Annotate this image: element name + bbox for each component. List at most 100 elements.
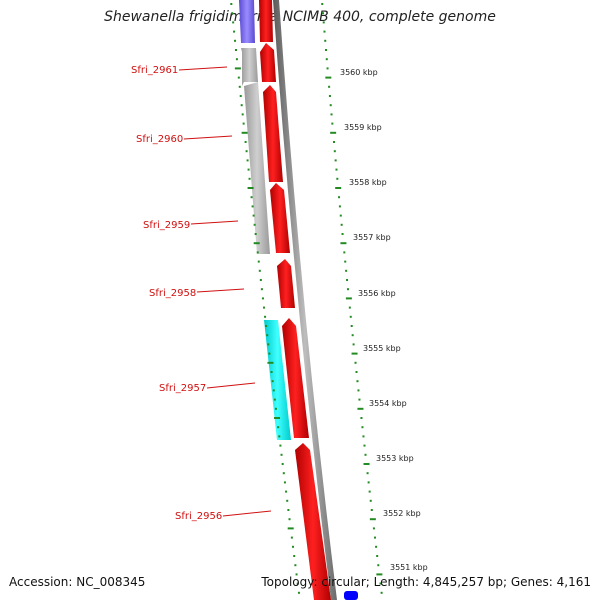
tick-mark [364,453,367,456]
tick-mark [379,582,382,585]
tick-mark [376,555,379,557]
tick-mark [279,444,282,447]
tick-mark [287,527,294,530]
tick-mark [351,352,358,355]
reverse-cds-grey-1 [241,48,258,86]
tick-mark [264,315,267,318]
tick-mark [233,30,236,33]
genome-summary-text: Topology: circular; Length: 4,845,257 bp… [261,575,591,589]
gene-label-sfri-2957: Sfri_2957 [159,383,206,394]
tick-mark [235,58,238,61]
tick-mark [330,131,337,134]
tick-mark [281,463,284,465]
tick-mark [356,380,359,383]
tick-mark [278,435,281,438]
gene-label-sfri-2958: Sfri_2958 [149,288,196,299]
tick-mark [357,407,364,410]
tick-mark [368,490,371,493]
tick-mark [283,481,286,484]
forward-cds-1 [259,0,273,42]
tick-mark [355,371,358,373]
tick-mark [260,288,263,291]
tick-mark [325,58,328,61]
tick-mark [274,417,281,419]
tick-mark [286,499,289,502]
tick-mark [253,242,260,245]
scale-labels: 3560 kbp 3559 kbp 3558 kbp 3557 kbp 3556… [340,68,428,572]
leader-line [183,135,233,140]
tick-mark [325,76,332,79]
scale-label: 3558 kbp [349,178,387,187]
tick-mark [367,481,370,484]
tick-mark [339,214,342,217]
tick-mark [335,187,342,189]
tick-mark [297,591,300,594]
tick-mark [331,122,334,125]
scale-label: 3556 kbp [358,289,396,298]
tick-mark [325,49,328,51]
gene-label-sfri-2956: Sfri_2956 [175,511,222,522]
tick-mark [268,352,271,355]
tick-mark [277,426,280,429]
tick-mark [341,233,344,235]
gene-label-sfri-2959: Sfri_2959 [143,220,190,231]
scale-label: 3553 kbp [376,454,414,463]
tick-mark [370,509,373,511]
reverse-cds-grey-2 [244,82,270,254]
forward-cds-4 [270,183,290,253]
tick-mark [267,361,274,364]
tick-mark [238,85,241,88]
tick-mark [345,269,348,272]
tick-mark [296,582,299,585]
tick-mark [247,187,254,189]
tick-mark [343,251,346,254]
tick-mark [354,361,357,364]
tick-mark [234,67,241,70]
scale-label: 3560 kbp [340,68,378,77]
tick-mark [259,279,262,281]
scale-label: 3554 kbp [369,399,407,408]
tick-mark [328,85,331,88]
tick-mark [324,39,327,42]
leader-line [196,288,245,293]
map-title: Shewanella frigidimarina NCIMB 400, comp… [104,9,496,25]
scale-label: 3559 kbp [344,123,382,132]
tick-mark [274,407,277,410]
tick-mark [366,472,369,475]
forward-cds-2 [260,43,276,82]
tick-mark [321,3,324,5]
tick-mark [362,435,365,438]
tick-mark [357,389,360,392]
tick-mark [375,545,378,548]
tick-mark [360,417,363,419]
tick-mark [239,95,242,97]
tick-mark [234,39,237,42]
forward-cds-5 [277,259,295,308]
tick-mark [369,518,376,521]
tick-mark [333,150,336,153]
tick-mark [257,260,260,263]
tick-mark [261,297,264,300]
tick-mark [345,297,352,300]
tick-mark [323,30,326,33]
forward-cds-3 [263,85,283,182]
reverse-cds-blue [239,0,255,43]
reverse-strand-track [239,0,291,440]
tick-mark [247,168,250,171]
tick-mark [369,499,372,502]
right-tick-line [321,3,383,594]
tick-mark [340,223,343,226]
leader-line [206,382,256,389]
tick-mark [252,214,255,217]
tick-mark [332,141,335,143]
tick-mark [376,573,383,576]
tick-mark [363,444,366,447]
tick-mark [322,21,325,24]
leader-line [190,220,239,225]
tick-mark [265,325,268,327]
tick-mark [330,113,333,116]
tick-mark [251,205,254,208]
tick-mark [248,177,251,180]
tick-mark [328,95,331,97]
tick-mark [232,21,235,24]
